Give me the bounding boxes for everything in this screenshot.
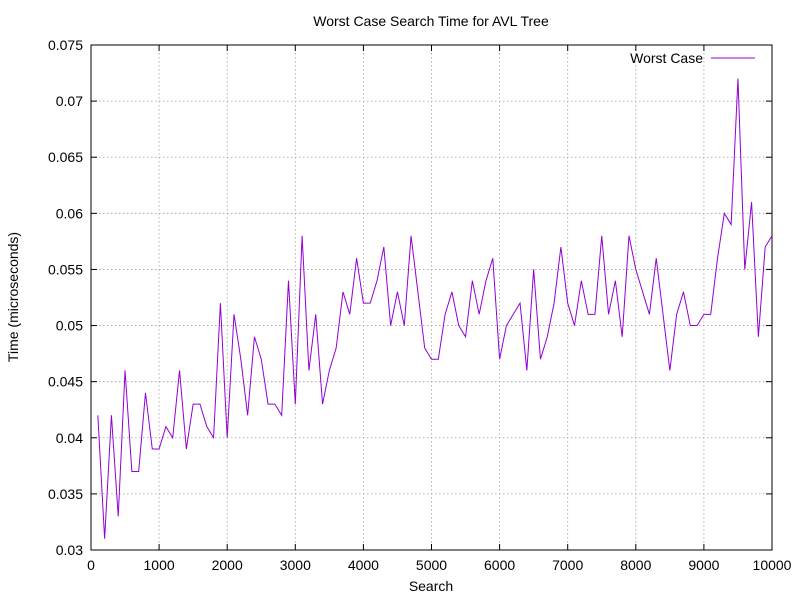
x-axis-label: Search — [409, 578, 453, 594]
x-tick-label: 7000 — [552, 557, 583, 573]
x-tick-label: 1000 — [144, 557, 175, 573]
y-tick-label: 0.06 — [56, 205, 83, 221]
x-tick-label: 3000 — [280, 557, 311, 573]
x-tick-label: 8000 — [620, 557, 651, 573]
series-layer — [97, 78, 773, 539]
y-tick-label: 0.03 — [56, 542, 83, 558]
axis-ticks: 0 1000 2000 3000 4000 5000 6000 7000 8000 9000 100… — [48, 37, 792, 573]
legend-label-worst-case: Worst Case — [630, 50, 703, 66]
x-tick-label: 2000 — [212, 557, 243, 573]
y-tick-label: 0.055 — [48, 261, 83, 277]
y-tick-label: 0.04 — [56, 430, 83, 446]
x-tick-label: 4000 — [348, 557, 379, 573]
x-tick-label: 6000 — [484, 557, 515, 573]
chart-title: Worst Case Search Time for AVL Tree — [313, 13, 549, 29]
y-tick-label: 0.045 — [48, 374, 83, 390]
y-tick-label: 0.035 — [48, 486, 83, 502]
y-tick-label: 0.05 — [56, 318, 83, 334]
y-tick-label: 0.07 — [56, 93, 83, 109]
grid-lines — [91, 45, 772, 550]
y-axis-label: Time (microseconds) — [5, 232, 21, 362]
series-line-worst-case — [97, 78, 773, 539]
y-tick-label: 0.065 — [48, 149, 83, 165]
x-tick-label: 5000 — [416, 557, 447, 573]
x-tick-label: 0 — [87, 557, 95, 573]
y-tick-label: 0.075 — [48, 37, 83, 53]
x-tick-label: 9000 — [688, 557, 719, 573]
x-tick-label: 10000 — [753, 557, 792, 573]
legend: Worst Case — [630, 50, 755, 66]
